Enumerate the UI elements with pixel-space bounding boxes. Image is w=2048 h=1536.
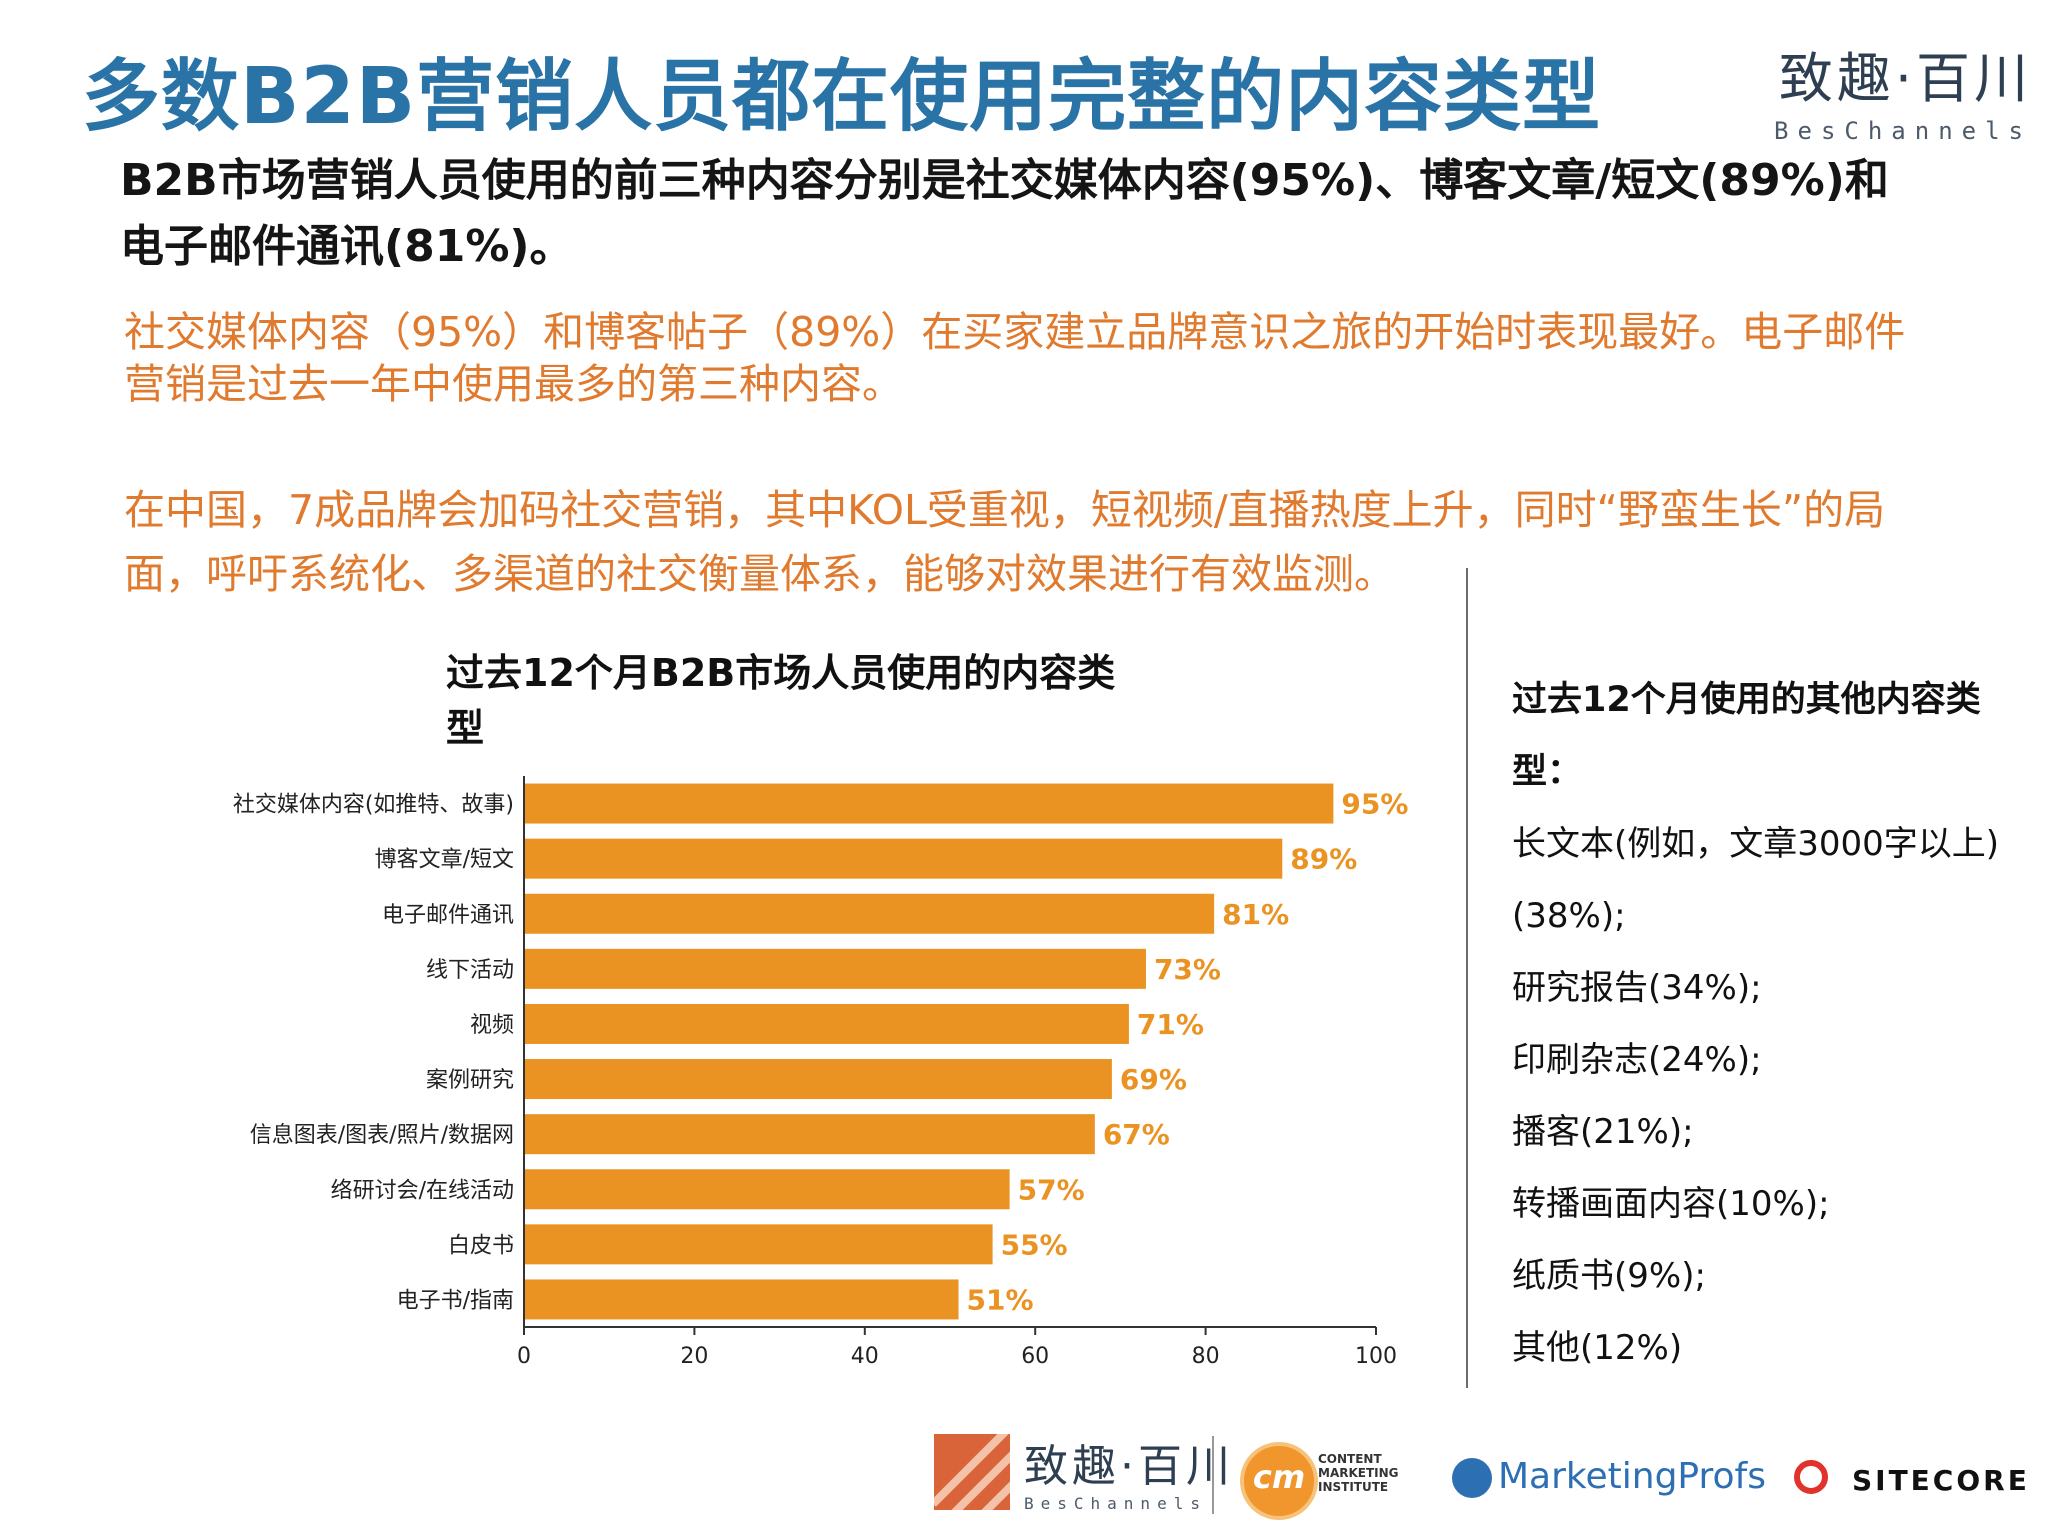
side-panel: 过去12个月使用的其他内容类型： 长文本(例如，文章3000字以上)(38%);…: [1512, 664, 2032, 1384]
category-label: 案例研究: [426, 1068, 514, 1093]
marketingprofs-icon: [1452, 1458, 1492, 1498]
beschannels-logo: 致趣·百川 BesChannels: [1772, 34, 2032, 145]
chart-title: 过去12个月B2B市场人员使用的内容类型: [446, 651, 1116, 750]
data-label: 51%: [967, 1283, 1034, 1316]
footer-logo-en: BesChannels: [1024, 1494, 1207, 1513]
data-label: 55%: [1001, 1228, 1068, 1261]
cmi-line: CONTENT: [1318, 1452, 1382, 1466]
data-label: 57%: [1018, 1173, 1085, 1206]
category-label: 社交媒体内容(如推特、故事): [233, 793, 514, 818]
x-tick-label: 60: [1021, 1344, 1049, 1369]
category-label: 线下活动: [426, 958, 514, 983]
x-tick-label: 0: [517, 1344, 531, 1369]
cmi-line: INSTITUTE: [1318, 1480, 1389, 1494]
category-label: 视频: [470, 1013, 514, 1038]
data-label: 89%: [1290, 843, 1357, 876]
cmi-logo-icon: cm: [1240, 1442, 1318, 1520]
side-list-item: 纸质书(9%);: [1512, 1256, 1706, 1296]
bar: [525, 783, 1334, 824]
beschannels-mark-icon: [934, 1434, 1010, 1510]
footer-separator: [1212, 1436, 1214, 1514]
vertical-divider: [1466, 568, 1468, 1388]
data-label: 69%: [1120, 1063, 1187, 1096]
beschannels-footer-logo: 致趣·百川 BesChannels: [1024, 1430, 1234, 1513]
category-label: 电子邮件通讯: [382, 903, 514, 928]
side-list-item: 研究报告(34%);: [1512, 968, 1762, 1008]
category-label: 信息图表/图表/照片/数据网: [250, 1123, 514, 1148]
category-label: 博客文章/短文: [375, 848, 514, 873]
footer-logos: 致趣·百川 BesChannels cm CONTENT MARKETING I…: [0, 1420, 2048, 1530]
data-label: 81%: [1222, 898, 1289, 931]
side-list-item: 长文本(例如，文章3000字以上)(38%);: [1512, 824, 2000, 936]
logo-cn-text: 致趣·百川: [1778, 47, 2032, 110]
highlight-paragraph-2: 在中国，7成品牌会加码社交营销，其中KOL受重视，短视频/直播热度上升，同时“野…: [124, 486, 1886, 598]
bar: [525, 1059, 1112, 1100]
side-list-item: 播客(21%);: [1512, 1112, 1694, 1152]
bar: [525, 1114, 1095, 1155]
bar: [525, 1003, 1129, 1044]
cmi-line: MARKETING: [1318, 1466, 1399, 1480]
data-label: 67%: [1103, 1118, 1170, 1151]
page-title: 多数B2B营销人员都在使用完整的内容类型: [82, 52, 1602, 142]
side-heading: 过去12个月使用的其他内容类型：: [1512, 680, 1981, 792]
side-list-item: 其他(12%): [1512, 1328, 1683, 1368]
bar: [525, 838, 1283, 879]
lead-paragraph: B2B市场营销人员使用的前三种内容分别是社交媒体内容(95%)、博客文章/短文(…: [120, 155, 1889, 272]
cmi-logo-text: CONTENT MARKETING INSTITUTE: [1318, 1452, 1399, 1494]
x-tick-label: 20: [680, 1344, 708, 1369]
category-label: 白皮书: [448, 1233, 514, 1258]
category-label: 电子书/指南: [397, 1288, 514, 1313]
highlight-paragraph-1: 社交媒体内容（95%）和博客帖子（89%）在买家建立品牌意识之旅的开始时表现最好…: [124, 308, 1906, 408]
data-label: 73%: [1154, 953, 1221, 986]
cmi-mark-text: cm: [1252, 1458, 1306, 1496]
logo-en-text: BesChannels: [1774, 117, 2032, 145]
bar-chart: 0 20 40 60 80 100 社交媒体内容(如推特、故事) 95% 博客文章/短文 89% 电…: [233, 776, 1408, 1369]
category-label: 络研讨会/在线活动: [331, 1178, 514, 1203]
sitecore-logo: SITECORE: [1852, 1464, 2030, 1497]
side-list-item: 印刷杂志(24%);: [1512, 1040, 1762, 1080]
x-tick-label: 100: [1355, 1344, 1397, 1369]
bar: [525, 948, 1146, 989]
bar: [525, 893, 1215, 934]
side-list: 长文本(例如，文章3000字以上)(38%); 研究报告(34%); 印刷杂志(24…: [1512, 808, 2032, 1384]
x-tick-label: 80: [1192, 1344, 1220, 1369]
sitecore-icon: [1794, 1460, 1828, 1494]
bar: [525, 1279, 959, 1320]
bar: [525, 1224, 993, 1265]
bar: [525, 1169, 1010, 1210]
data-label: 95%: [1341, 788, 1408, 821]
side-list-item: 转播画面内容(10%);: [1512, 1184, 1830, 1224]
data-label: 71%: [1137, 1008, 1204, 1041]
footer-logo-cn: 致趣·百川: [1024, 1441, 1234, 1492]
marketingprofs-logo: MarketingProfs: [1498, 1456, 1766, 1497]
x-tick-label: 40: [851, 1344, 879, 1369]
